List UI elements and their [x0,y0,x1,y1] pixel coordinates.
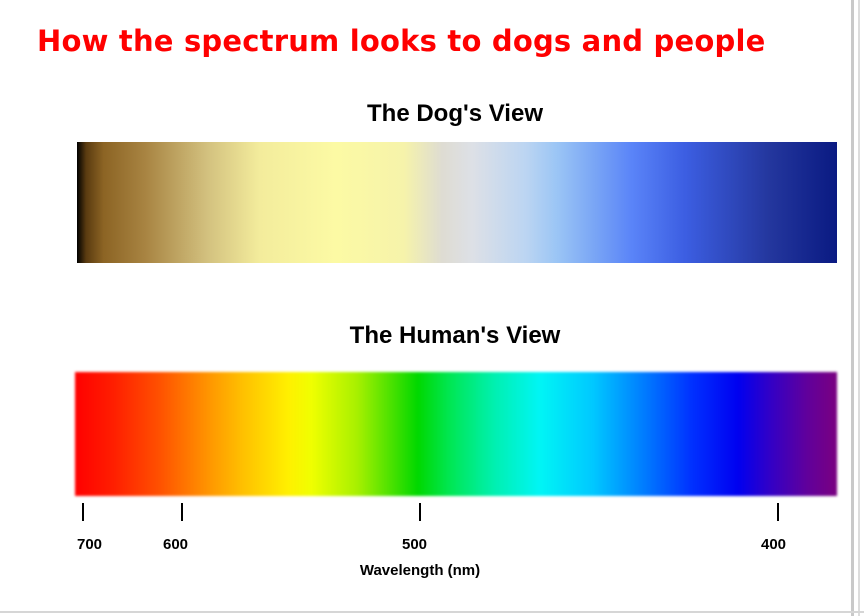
tick-mark-600 [181,503,183,521]
tick-label-600: 600 [163,536,189,553]
tick-mark-400 [777,503,779,521]
human-spectrum-bar [75,372,837,496]
frame-border-right [851,0,854,616]
main-title: How the spectrum looks to dogs and peopl… [37,24,766,58]
frame-border-right-outer [858,0,860,616]
x-axis-label: Wavelength (nm) [359,562,481,579]
dog-view-title: The Dog's View [367,100,543,127]
human-view-title: The Human's View [349,322,561,349]
frame-border-bottom [0,611,864,613]
tick-label-700: 700 [77,536,103,553]
dog-spectrum-bar [77,142,837,263]
tick-label-400: 400 [761,536,787,553]
tick-mark-500 [419,503,421,521]
tick-label-500: 500 [402,536,428,553]
tick-mark-700 [82,503,84,521]
